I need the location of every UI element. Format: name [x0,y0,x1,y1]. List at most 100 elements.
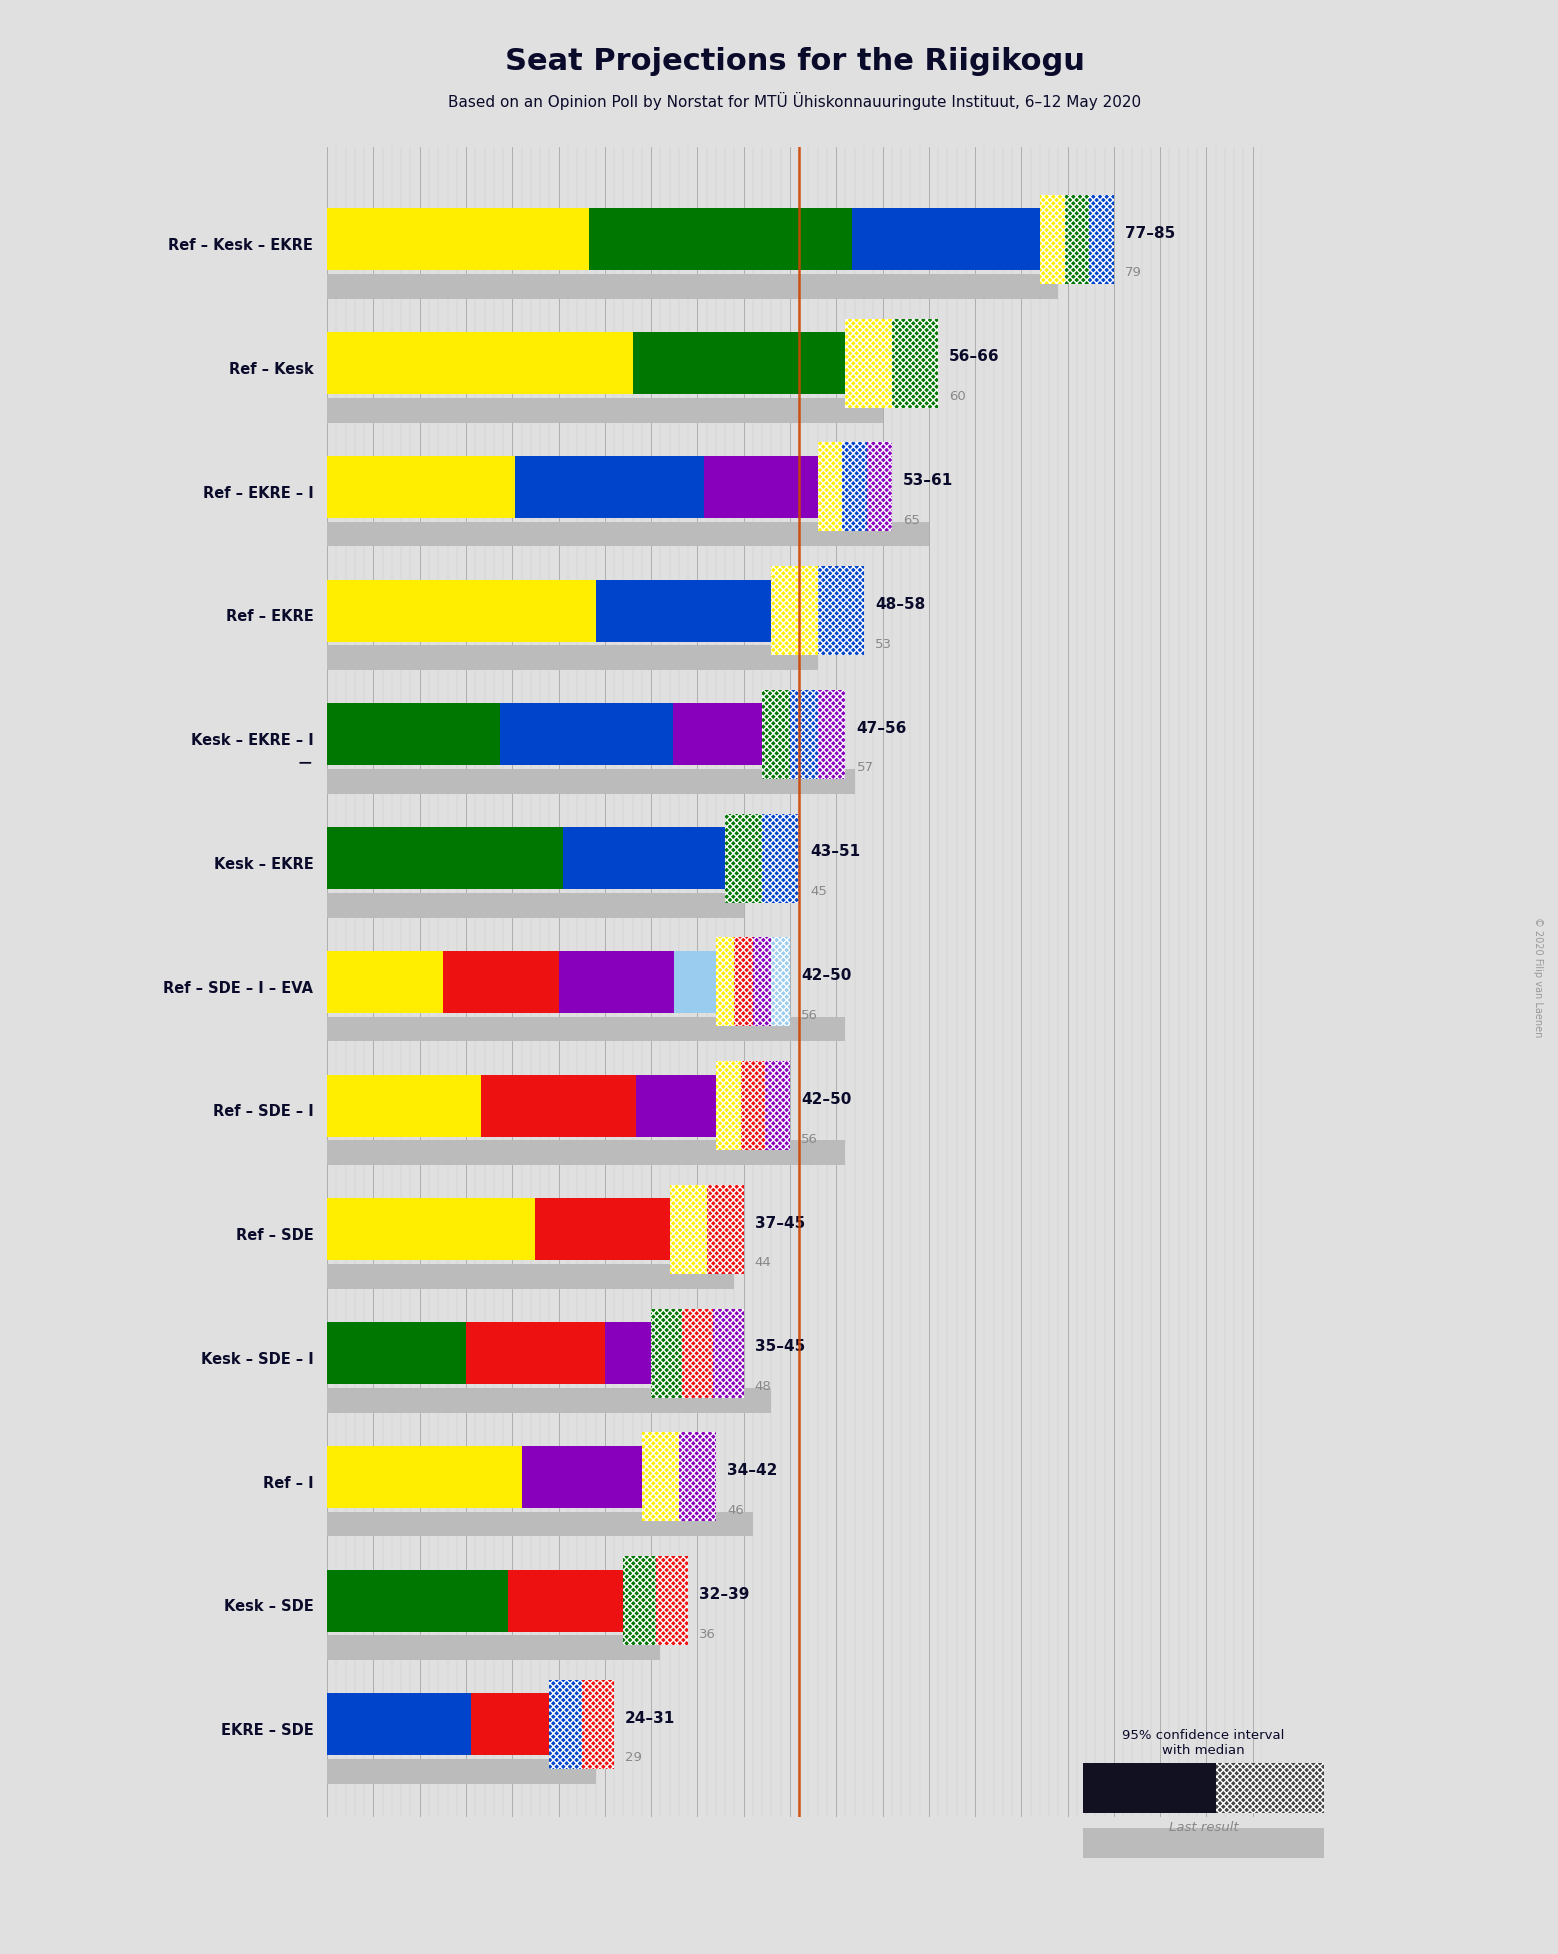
Bar [327,274,1058,299]
Bar [327,1198,536,1260]
Text: 44: 44 [754,1256,771,1270]
Text: Kesk – EKRE: Kesk – EKRE [213,856,313,871]
Bar [327,1512,753,1536]
Text: 45: 45 [810,885,827,899]
Bar [327,827,562,889]
Text: 37–45: 37–45 [754,1215,805,1231]
Bar [581,1680,614,1768]
Bar [327,770,855,793]
Bar [500,703,673,766]
Bar [704,455,891,518]
Text: 32–39: 32–39 [700,1587,749,1602]
Bar [623,1555,656,1645]
Bar [818,442,843,531]
Bar [868,442,891,531]
Bar [327,1759,595,1784]
Bar [471,1694,614,1755]
Bar [327,1569,508,1632]
Bar [442,952,559,1012]
Text: 57: 57 [857,762,874,774]
Bar [550,1680,581,1768]
Bar [724,813,762,903]
Bar [327,1694,471,1755]
Text: Seat Projections for the Riigikogu: Seat Projections for the Riigikogu [505,47,1084,76]
Bar [675,952,790,1012]
Bar [327,952,442,1012]
Bar [327,1323,466,1383]
Bar [852,209,1114,270]
Bar [327,703,500,766]
Bar [707,1184,743,1274]
Bar [327,1387,771,1413]
Text: 43–51: 43–51 [810,844,860,860]
Text: Kesk – SDE – I: Kesk – SDE – I [201,1352,313,1368]
Text: 56–66: 56–66 [949,350,1000,365]
Text: 60: 60 [949,391,966,403]
Text: Ref – Kesk: Ref – Kesk [229,361,313,377]
Text: Ref – SDE – I – EVA: Ref – SDE – I – EVA [164,981,313,997]
Text: EKRE – SDE: EKRE – SDE [221,1723,313,1739]
Bar [562,827,799,889]
Bar [466,1323,605,1383]
Text: 34–42: 34–42 [728,1464,777,1479]
Bar [673,703,846,766]
Bar [327,399,882,422]
Text: 24–31: 24–31 [625,1710,676,1725]
Text: Ref – SDE: Ref – SDE [235,1227,313,1243]
Bar [327,332,633,395]
Bar [891,319,938,408]
Text: 53–61: 53–61 [904,473,953,488]
Bar [327,1141,846,1165]
Bar [771,567,818,655]
Text: 42–50: 42–50 [801,1092,851,1108]
Text: 42–50: 42–50 [801,967,851,983]
Text: 47–56: 47–56 [857,721,907,737]
Bar [740,1061,765,1151]
Text: 48–58: 48–58 [876,596,925,612]
Bar [771,938,790,1026]
Text: Ref – I: Ref – I [263,1475,313,1491]
Bar [327,1446,522,1508]
Bar [843,442,868,531]
Text: Ref – EKRE – I: Ref – EKRE – I [203,485,313,500]
Text: 53: 53 [876,637,893,651]
Text: Ref – EKRE: Ref – EKRE [226,610,313,625]
Bar [327,1635,661,1661]
Bar [714,1309,743,1397]
Bar [327,209,589,270]
Bar [762,813,799,903]
Bar [327,522,929,547]
Bar [595,580,865,641]
Text: 48: 48 [754,1380,771,1393]
Bar [818,567,865,655]
Bar [589,209,852,270]
Text: Based on an Opinion Poll by Norstat for MTÜ Ühiskonnauuringute Instituut, 6–12 M: Based on an Opinion Poll by Norstat for … [449,92,1140,109]
Bar [327,1264,734,1290]
Bar [516,455,704,518]
Bar [559,952,675,1012]
Bar [1064,195,1089,283]
Text: 35–45: 35–45 [754,1338,805,1354]
Text: 29: 29 [625,1751,642,1764]
Text: Kesk – SDE: Kesk – SDE [223,1598,313,1614]
Bar [656,1555,689,1645]
Bar [1083,1827,1324,1858]
Bar [327,1016,846,1041]
Bar [762,690,790,780]
Bar [605,1323,743,1383]
Bar [1089,195,1114,283]
Bar [846,319,891,408]
Bar [633,332,938,395]
Text: Ref – SDE – I: Ref – SDE – I [212,1104,313,1120]
Text: Ref – Kesk – EKRE: Ref – Kesk – EKRE [168,238,313,254]
Bar [327,645,818,670]
Text: Last result: Last result [1168,1821,1239,1835]
Bar [1215,1763,1324,1813]
Bar [522,1446,717,1508]
Bar [682,1309,714,1397]
Bar [481,1075,636,1137]
Text: © 2020 Filip van Laenen: © 2020 Filip van Laenen [1533,916,1542,1038]
Bar [327,893,743,918]
Bar [717,938,734,1026]
Bar [717,1061,740,1151]
